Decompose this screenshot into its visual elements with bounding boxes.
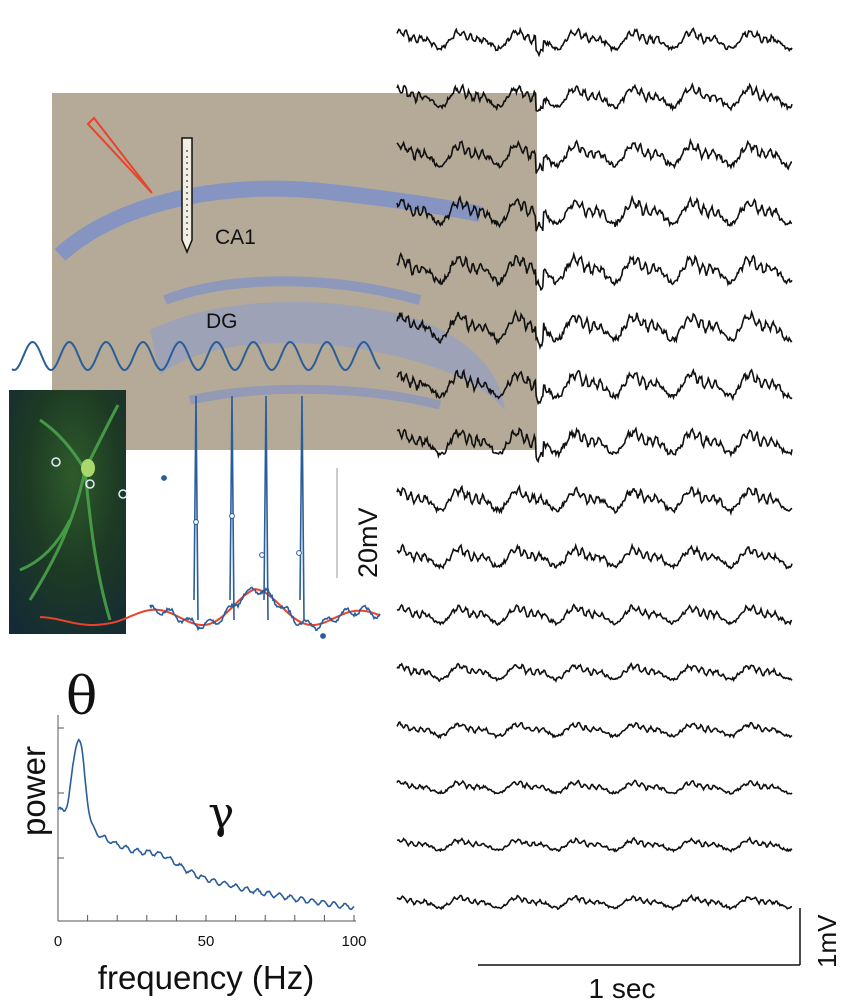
lfp-trace-stack bbox=[396, 26, 793, 912]
recording-site-1 bbox=[51, 457, 61, 467]
silicon-probe bbox=[181, 137, 193, 254]
lfp-trace bbox=[396, 137, 792, 174]
lfp-trace bbox=[396, 603, 793, 627]
lfp-trace bbox=[396, 426, 793, 464]
spike-markers bbox=[161, 475, 326, 639]
time-scale-label: 1 sec bbox=[589, 973, 656, 1004]
soma bbox=[81, 459, 95, 477]
red-membrane-trace bbox=[39, 588, 381, 626]
theta-reference-wave bbox=[11, 340, 381, 372]
spike-marker bbox=[296, 550, 302, 556]
spike-marker bbox=[193, 519, 199, 525]
lfp-trace bbox=[396, 309, 793, 350]
spike-marker bbox=[320, 633, 326, 639]
spike-marker bbox=[161, 475, 167, 481]
intracellular-panel: 20mV bbox=[39, 395, 383, 639]
lfp-trace bbox=[396, 662, 793, 683]
spike-marker bbox=[259, 552, 265, 558]
lfp-trace bbox=[396, 194, 793, 232]
lfp-trace bbox=[396, 82, 793, 112]
gamma-symbol: γ bbox=[208, 788, 234, 839]
dg-label: DG bbox=[206, 310, 238, 333]
power-spectrum: θ γ 0 50 100 frequency (Hz) power bbox=[15, 667, 367, 996]
recording-site-3 bbox=[118, 489, 128, 499]
lfp-trace bbox=[396, 836, 793, 853]
spectrum-ticks bbox=[57, 727, 355, 921]
histology-panel: CA1 DG bbox=[52, 93, 537, 450]
lfp-trace bbox=[396, 484, 793, 517]
recording-site-2 bbox=[85, 479, 95, 489]
dg-granule-layer bbox=[150, 301, 505, 410]
lfp-trace bbox=[396, 721, 793, 740]
spectrum-y-label: power bbox=[15, 746, 52, 836]
ca1-cell-layer bbox=[54, 180, 482, 261]
spectrum-x-label: frequency (Hz) bbox=[98, 959, 314, 996]
lfp-voltage-scale-label: 1mV bbox=[812, 914, 841, 968]
lfp-trace bbox=[396, 542, 793, 571]
dg-lower-blade bbox=[189, 384, 442, 410]
patch-pipette bbox=[86, 116, 153, 194]
lfp-trace bbox=[396, 779, 793, 795]
dg-upper-blade bbox=[163, 276, 422, 305]
ca1-label: CA1 bbox=[215, 226, 256, 249]
voltage-scale-label-20mv: 20mV bbox=[353, 507, 383, 578]
x-tick-label-0: 0 bbox=[54, 933, 62, 950]
blue-spiking-trace bbox=[149, 395, 381, 632]
neuron-fluorescence-image bbox=[9, 390, 128, 634]
x-tick-label-50: 50 bbox=[198, 933, 215, 950]
dendrites bbox=[19, 404, 120, 621]
lfp-scale-bars: 1 sec 1mV bbox=[478, 908, 841, 1004]
lfp-trace bbox=[396, 251, 793, 291]
lfp-trace bbox=[396, 367, 793, 406]
theta-symbol: θ bbox=[66, 667, 97, 727]
lfp-trace bbox=[396, 26, 793, 58]
x-tick-label-100: 100 bbox=[341, 933, 366, 950]
spike-marker bbox=[229, 513, 235, 519]
lfp-trace bbox=[396, 893, 793, 912]
spectrum-curve bbox=[57, 738, 355, 911]
fluorescence-background bbox=[9, 390, 126, 634]
